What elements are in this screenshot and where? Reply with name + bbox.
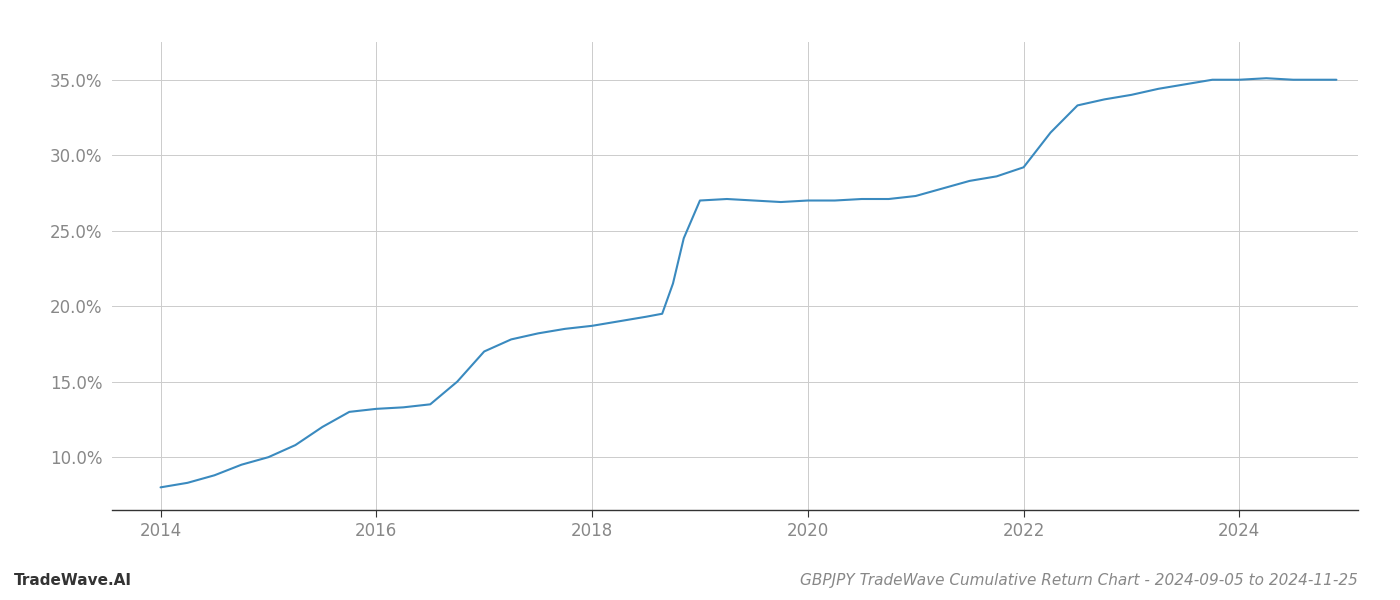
- Text: GBPJPY TradeWave Cumulative Return Chart - 2024-09-05 to 2024-11-25: GBPJPY TradeWave Cumulative Return Chart…: [801, 573, 1358, 588]
- Text: TradeWave.AI: TradeWave.AI: [14, 573, 132, 588]
